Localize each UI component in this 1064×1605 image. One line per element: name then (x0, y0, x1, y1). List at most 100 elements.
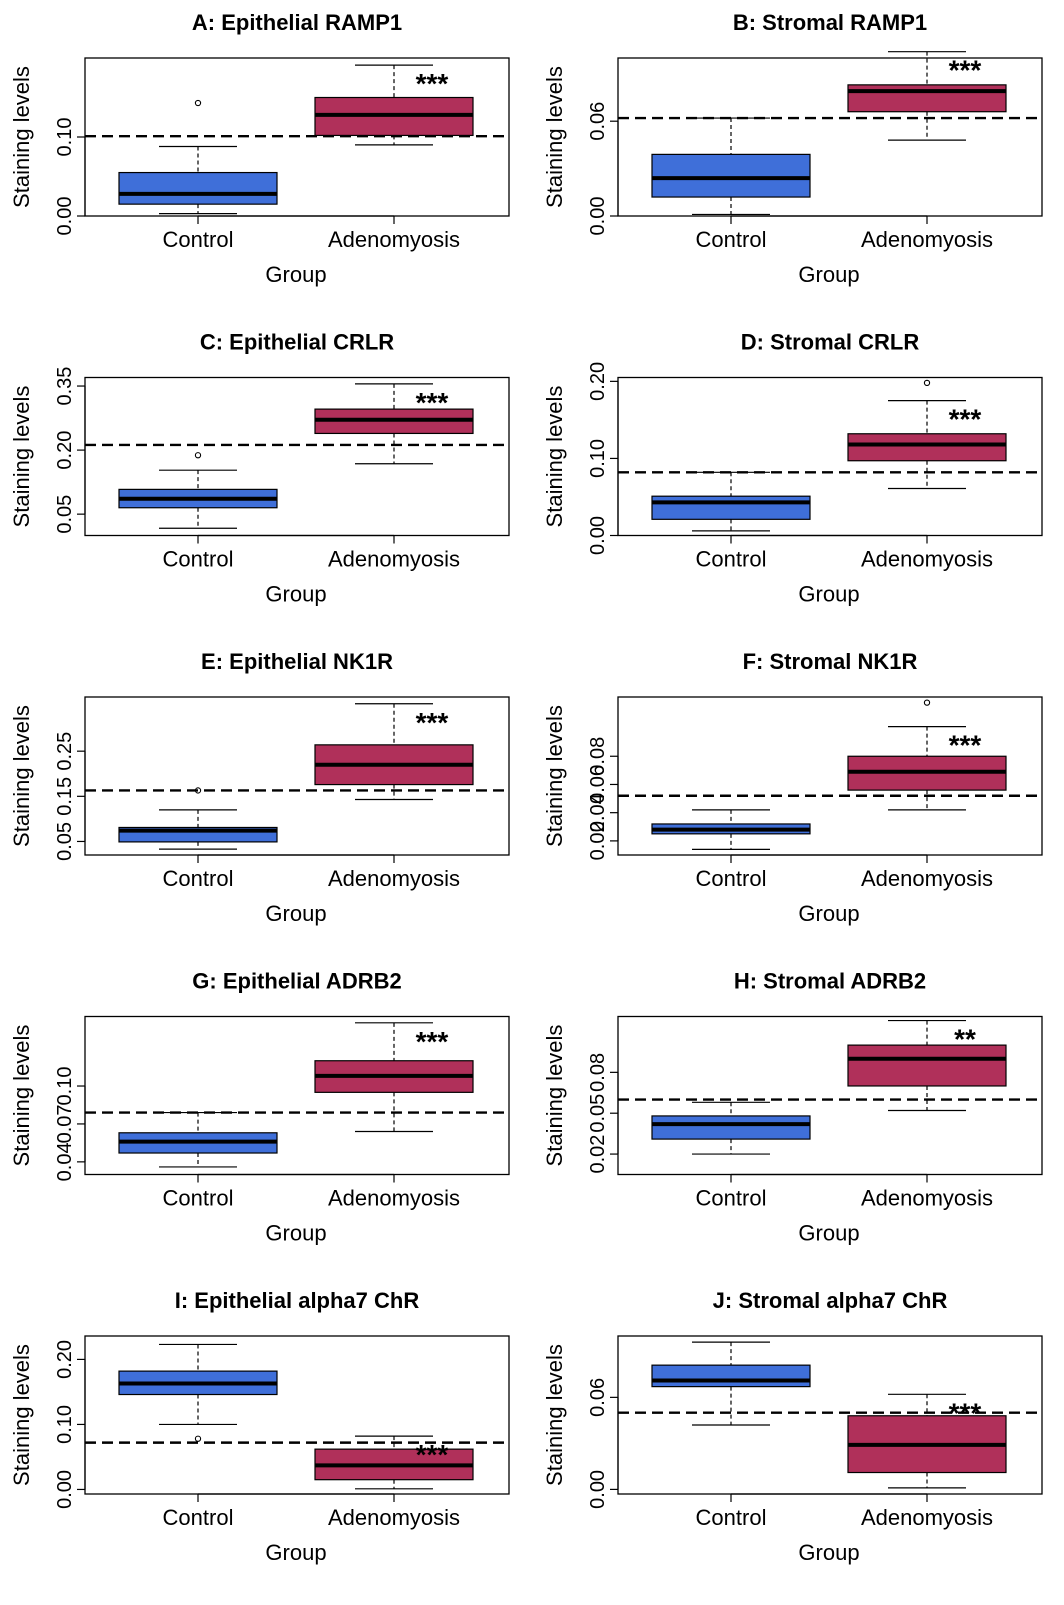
iqr-box (651, 1364, 811, 1388)
outlier-point (923, 379, 931, 387)
chart-panel-2: C: Epithelial CRLR *** 0.05 0.20 0.35 Stainin… (9, 330, 510, 607)
y-tick-label: 0.10 (587, 439, 609, 478)
x-category-label: Adenomyosis (861, 227, 993, 252)
x-category-label: Adenomyosis (328, 227, 460, 252)
significance-marker: *** (416, 1026, 449, 1057)
y-tick-label: 0.00 (54, 197, 76, 236)
outlier-point (923, 699, 931, 706)
chart-panel-8: I: Epithelial alpha7 ChR *** 0.00 0.10 0.20 S… (9, 1288, 510, 1565)
y-tick-label: 0.35 (54, 367, 76, 406)
y-tick-label: 0.05 (587, 1094, 609, 1133)
x-category-label: Adenomyosis (861, 1186, 993, 1211)
chart-title: E: Epithelial NK1R (201, 649, 393, 674)
y-tick-label: 0.05 (54, 822, 76, 861)
box-control (651, 117, 811, 216)
box-control (118, 99, 278, 215)
significance-marker: *** (416, 387, 449, 418)
box-adenomyosis (847, 1393, 1007, 1489)
y-axis-label: Staining levels (9, 705, 34, 847)
y-tick-label: 0.05 (54, 495, 76, 534)
x-axis-label: Group (798, 901, 859, 926)
chart-panel-3: D: Stromal CRLR *** 0.00 0.10 0.20 Staining l… (542, 330, 1043, 607)
chart-title: C: Epithelial CRLR (200, 330, 394, 355)
x-category-label: Control (163, 1505, 234, 1530)
x-category-label: Control (696, 1186, 767, 1211)
box-control (651, 809, 811, 850)
x-axis-label: Group (265, 1540, 326, 1565)
chart-title: J: Stromal alpha7 ChR (713, 1288, 948, 1313)
x-category-label: Adenomyosis (328, 547, 460, 572)
box-control (651, 471, 811, 532)
x-category-label: Control (696, 866, 767, 891)
x-category-label: Adenomyosis (861, 547, 993, 572)
x-axis-label: Group (798, 582, 859, 607)
x-category-label: Control (696, 227, 767, 252)
chart-title: G: Epithelial ADRB2 (192, 969, 401, 994)
iqr-box (651, 495, 811, 520)
significance-marker: *** (949, 404, 982, 435)
iqr-box (651, 153, 811, 198)
chart-title: F: Stromal NK1R (743, 649, 918, 674)
x-category-label: Adenomyosis (328, 1186, 460, 1211)
y-axis-label: Staining levels (542, 386, 567, 528)
y-tick-label: 0.06 (587, 102, 609, 141)
chart-panel-1: B: Stromal RAMP1 *** 0.00 0.06 Staining leve… (542, 10, 1043, 287)
x-axis-label: Group (265, 1221, 326, 1246)
y-axis-label: Staining levels (9, 66, 34, 208)
y-axis-label: Staining levels (542, 66, 567, 208)
box-control (118, 1343, 278, 1442)
x-category-label: Adenomyosis (328, 1505, 460, 1530)
x-category-label: Control (163, 547, 234, 572)
box-control (118, 787, 278, 850)
box-adenomyosis (847, 699, 1007, 811)
y-tick-label: 0.10 (54, 118, 76, 157)
box-control (651, 1341, 811, 1426)
box-control (651, 1101, 811, 1155)
significance-marker: *** (949, 55, 982, 86)
x-axis-label: Group (798, 262, 859, 287)
significance-marker: ** (954, 1024, 976, 1055)
x-category-label: Control (163, 227, 234, 252)
y-tick-label: 0.08 (587, 737, 609, 776)
x-category-label: Control (163, 866, 234, 891)
chart-title: H: Stromal ADRB2 (734, 969, 926, 994)
y-tick-label: 0.06 (587, 1378, 609, 1417)
chart-panel-4: E: Epithelial NK1R *** 0.05 0.15 0.25 Stainin… (9, 649, 510, 926)
significance-marker: *** (416, 1439, 449, 1470)
iqr-box (847, 433, 1007, 462)
iqr-box (847, 1044, 1007, 1087)
chart-panel-6: G: Epithelial ADRB2 *** 0.040.070.10 Staini… (9, 969, 510, 1246)
y-tick-label: 0.08 (587, 1053, 609, 1092)
y-tick-label: 0.00 (587, 197, 609, 236)
x-category-label: Adenomyosis (861, 1505, 993, 1530)
x-category-label: Adenomyosis (861, 866, 993, 891)
y-axis-label: Staining levels (9, 386, 34, 528)
y-axis-label: Staining levels (542, 705, 567, 847)
chart-panel-0: A: Epithelial RAMP1 *** 0.00 0.10 Staining l… (9, 10, 510, 287)
y-tick-label: 0.04 (54, 1142, 76, 1181)
y-tick-label: 0.00 (54, 1470, 76, 1509)
y-axis-label: Staining levels (542, 1344, 567, 1486)
box-adenomyosis (847, 1019, 1007, 1112)
chart-title: A: Epithelial RAMP1 (192, 10, 402, 35)
y-axis-label: Staining levels (9, 1344, 34, 1486)
chart-panel-7: H: Stromal ADRB2 ** 0.020.050.08 Staining l… (542, 969, 1043, 1246)
x-axis-label: Group (265, 901, 326, 926)
outlier-point (194, 452, 202, 459)
box-adenomyosis (314, 1435, 474, 1490)
chart-panel-9: J: Stromal alpha7 ChR *** 0.00 0.06 Staining… (542, 1288, 1043, 1565)
chart-panel-5: F: Stromal NK1R *** 0.020.040.060.08 Staini… (542, 649, 1043, 926)
y-tick-label: 0.00 (587, 516, 609, 555)
significance-marker: *** (416, 68, 449, 99)
y-axis-label: Staining levels (9, 1025, 34, 1167)
y-tick-label: 0.00 (587, 1470, 609, 1509)
box-adenomyosis (314, 1022, 474, 1133)
chart-title: D: Stromal CRLR (741, 330, 920, 355)
box-adenomyosis (847, 51, 1007, 141)
outlier-point (194, 99, 202, 107)
y-tick-label: 0.25 (54, 732, 76, 771)
y-tick-label: 0.15 (54, 777, 76, 816)
x-axis-label: Group (798, 1540, 859, 1565)
y-axis-label: Staining levels (542, 1025, 567, 1167)
